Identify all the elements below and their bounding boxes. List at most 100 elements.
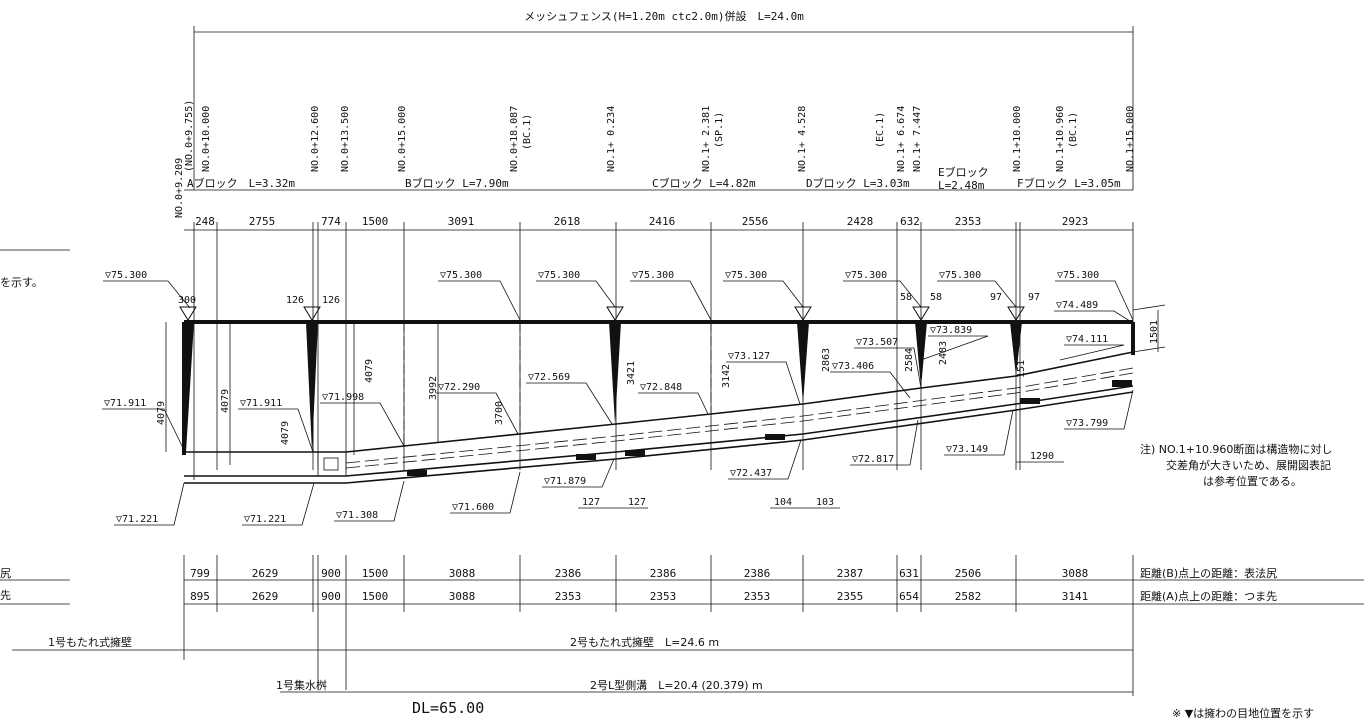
height-label: 4079 — [364, 359, 375, 383]
station-labels: NO.0+9.209 (NO.0+9.755) NO.0+10.000 NO.0… — [174, 100, 1136, 218]
station-label: NO.0+15.000 — [397, 106, 408, 172]
row-b-value: 2506 — [955, 567, 982, 580]
elevation-label: ▽73.127 — [728, 351, 770, 362]
bottom-elevations: ▽71.879 ▽72.437 ▽72.817 ▽73.149 ▽73.799 … — [114, 389, 1134, 526]
elevation-label: ▽72.437 — [730, 468, 772, 479]
station-label: NO.1+10.960 — [1055, 106, 1066, 172]
height-label: 1501 — [1149, 320, 1160, 344]
top-dim: 2428 — [847, 215, 874, 228]
row-a-value: 2353 — [555, 590, 582, 603]
elevation-label: ▽72.848 — [640, 382, 682, 393]
row-b-value: 2386 — [744, 567, 771, 580]
row-b-value: 2387 — [837, 567, 864, 580]
row-a-value: 2353 — [744, 590, 771, 603]
note-block: 注) NO.1+10.960断面は構造物に対し 交差角が大きいため、展開図表記 … — [1140, 442, 1332, 488]
elevation-label: ▽71.308 — [336, 510, 378, 521]
row-b-label: 距離(B)点上の距離：表法尻 — [1140, 566, 1277, 580]
block-e-label: Eブロック — [938, 165, 989, 179]
elevation-label: ▽74.489 — [1056, 300, 1098, 311]
station-label: NO.0+13.500 — [340, 106, 351, 172]
row-a-value: 2629 — [252, 590, 279, 603]
elevation-label: ▽71.911 — [104, 398, 146, 409]
joint-dim: 58 — [930, 292, 942, 303]
height-label: 3142 — [721, 364, 732, 388]
gutter-label: 2号L型側溝 L=20.4 (20.379) m — [590, 678, 763, 692]
legend-partial-text: 尻 — [0, 567, 11, 580]
elevation-label: ▽74.111 — [1066, 334, 1108, 345]
wall2-label: 2号もたれ式擁壁 L=24.6 m — [570, 635, 719, 649]
joint-dim: 127 — [582, 497, 600, 508]
basin-label: 1号集水桝 — [276, 678, 327, 692]
station-label: NO.1+15.000 — [1125, 106, 1136, 172]
elevation-label: ▽75.300 — [538, 270, 580, 281]
row-a-value: 2355 — [837, 590, 864, 603]
station-label: NO.1+ 7.447 — [912, 106, 923, 172]
row-b-value: 2386 — [650, 567, 677, 580]
height-label: 2483 — [938, 341, 949, 365]
legend-partial-text: を示す。 — [0, 276, 43, 289]
elevation-label: ▽72.817 — [852, 454, 894, 465]
station-label: (EC.1) — [875, 112, 886, 148]
height-label: 4079 — [220, 389, 231, 413]
elevation-label: ▽71.879 — [544, 476, 586, 487]
elevation-label: ▽71.600 — [452, 502, 494, 513]
joint-dim: 97 — [990, 292, 1002, 303]
row-b-value: 631 — [899, 567, 919, 580]
top-dim: 632 — [900, 215, 920, 228]
station-label: NO.1+ 6.674 — [896, 106, 907, 172]
elevation-label: ▽75.300 — [1057, 270, 1099, 281]
joint-dim: 97 — [1028, 292, 1040, 303]
station-label: NO.1+ 0.234 — [606, 106, 617, 172]
height-label: 3700 — [494, 401, 505, 425]
block-a-label: Aブロック L=3.32m — [187, 176, 295, 190]
row-b-value: 799 — [190, 567, 210, 580]
top-dim: 248 — [195, 215, 215, 228]
elevation-label: ▽73.507 — [856, 337, 898, 348]
joint-dim: 1290 — [1030, 451, 1054, 462]
row-a-label: 距離(A)点上の距離：つま先 — [1140, 589, 1277, 603]
elevation-label: ▽71.221 — [244, 514, 286, 525]
station-label: NO.0+12.600 — [310, 106, 321, 172]
height-label: 4079 — [156, 401, 167, 425]
row-a-value: 3141 — [1062, 590, 1089, 603]
elevation-label: ▽75.300 — [725, 270, 767, 281]
elevation-label: ▽75.300 — [845, 270, 887, 281]
station-label: NO.1+10.000 — [1012, 106, 1023, 172]
elevation-label: ▽73.799 — [1066, 418, 1108, 429]
fence-dimension: メッシュフェンス(H=1.20m ctc2.0m)併設 L=24.0m — [193, 9, 1134, 190]
row-b-value: 3088 — [1062, 567, 1089, 580]
joint-dim: 126 — [286, 295, 304, 306]
wall1-label: 1号もたれ式擁壁 — [48, 635, 132, 649]
elevation-label: ▽71.911 — [240, 398, 282, 409]
elevation-label: ▽75.300 — [105, 270, 147, 281]
slope-elevations: ▽74.489 ▽74.111 ▽73.507 ▽73.839 ▽73.406 … — [102, 300, 1134, 453]
top-dimension-row: 248 2755 774 1500 3091 2618 2416 2556 24… — [184, 215, 1134, 480]
row-a-value: 895 — [190, 590, 210, 603]
station-label: (BC.1) — [522, 114, 533, 150]
elevation-label: ▽73.149 — [946, 444, 988, 455]
elevation-label: ▽75.300 — [632, 270, 674, 281]
elevation-label: ▽71.998 — [322, 392, 364, 403]
height-label: 4079 — [280, 421, 291, 445]
elevation-label: ▽75.300 — [440, 270, 482, 281]
block-c-label: Cブロック L=4.82m — [652, 176, 756, 190]
note-line: 注) NO.1+10.960断面は構造物に対し — [1140, 442, 1332, 456]
row-a-value: 2582 — [955, 590, 982, 603]
footnote: ※ ▼は擁わの目地位置を示す — [1172, 706, 1314, 719]
row-a-value: 2353 — [650, 590, 677, 603]
block-e-length: L=2.48m — [938, 179, 985, 192]
row-b-value: 900 — [321, 567, 341, 580]
block-b-label: Bブロック L=7.90m — [405, 176, 509, 190]
crest-elevations: ▽75.300 ▽75.300 ▽75.300 ▽75.300 ▽75.300 … — [103, 270, 1134, 321]
legend-partial-text: 先 — [0, 589, 11, 602]
top-dim: 774 — [321, 215, 341, 228]
joint-dim: 300 — [178, 295, 196, 306]
station-label: (SP.1) — [714, 112, 725, 148]
row-b-value: 2629 — [252, 567, 279, 580]
block-f-label: Fブロック L=3.05m — [1017, 176, 1121, 190]
height-label: 3992 — [428, 376, 439, 400]
row-a-value: 654 — [899, 590, 919, 603]
station-label: NO.0+18.087 — [509, 106, 520, 172]
station-label: NO.1+ 4.528 — [797, 106, 808, 172]
joint-dim: 126 — [322, 295, 340, 306]
